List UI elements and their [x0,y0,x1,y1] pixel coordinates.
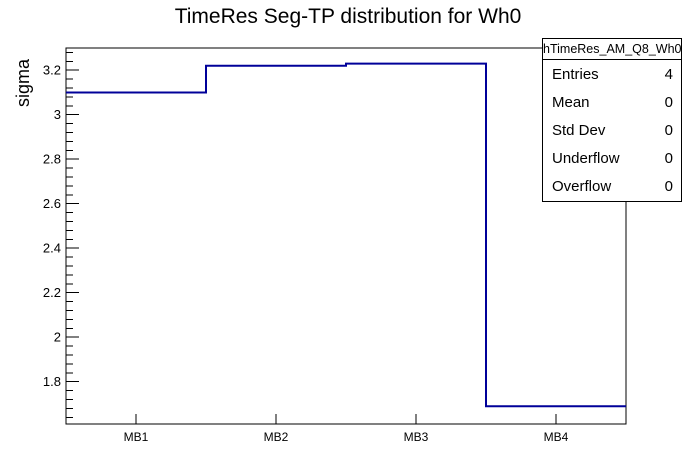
stats-box-title: hTimeRes_AM_Q8_Wh0 [543,39,681,60]
plot-frame [65,47,627,425]
x-axis-tick-label: MB2 [264,430,289,444]
stats-row-value: 0 [664,178,673,196]
x-axis-tick-label: MB3 [404,430,429,444]
stats-row-value: 0 [664,93,673,111]
chart-title: TimeRes Seg-TP distribution for Wh0 [174,5,522,28]
x-axis-tick-label: MB4 [544,430,569,444]
y-axis-tick-label: 3.2 [43,63,61,78]
stats-rows: Entries 4 Mean 0 Std Dev 0 Underflow 0 O… [543,60,681,201]
y-axis-tick-label: 2 [54,330,61,345]
y-axis-tick-label: 3 [54,107,61,122]
y-axis-tick-label: 1.8 [43,374,61,389]
stats-row: Underflow 0 [543,150,681,167]
stats-row-value: 4 [664,65,673,83]
x-axis-tick-label: MB1 [124,430,149,444]
y-axis-tick-label: 2.8 [43,152,61,167]
histogram-line [66,62,626,408]
stats-row-label: Underflow [552,150,620,168]
y-axis-tick-label: 2.4 [43,241,61,256]
stats-row-label: Std Dev [552,121,606,139]
stats-row-label: Overflow [552,178,612,196]
stats-row-value: 0 [664,121,673,139]
stats-row: Overflow 0 [543,178,681,195]
stats-box: hTimeRes_AM_Q8_Wh0 Entries 4 Mean 0 Std … [542,38,682,202]
y-axis-tick-label: 2.2 [43,285,61,300]
y-axis-tick-label: 2.6 [43,196,61,211]
stats-row-label: Mean [552,93,590,111]
stats-row: Entries 4 [543,66,681,83]
stats-row: Mean 0 [543,94,681,111]
stats-row-label: Entries [552,65,599,83]
stats-row-value: 0 [664,150,673,168]
stats-row: Std Dev 0 [543,122,681,139]
